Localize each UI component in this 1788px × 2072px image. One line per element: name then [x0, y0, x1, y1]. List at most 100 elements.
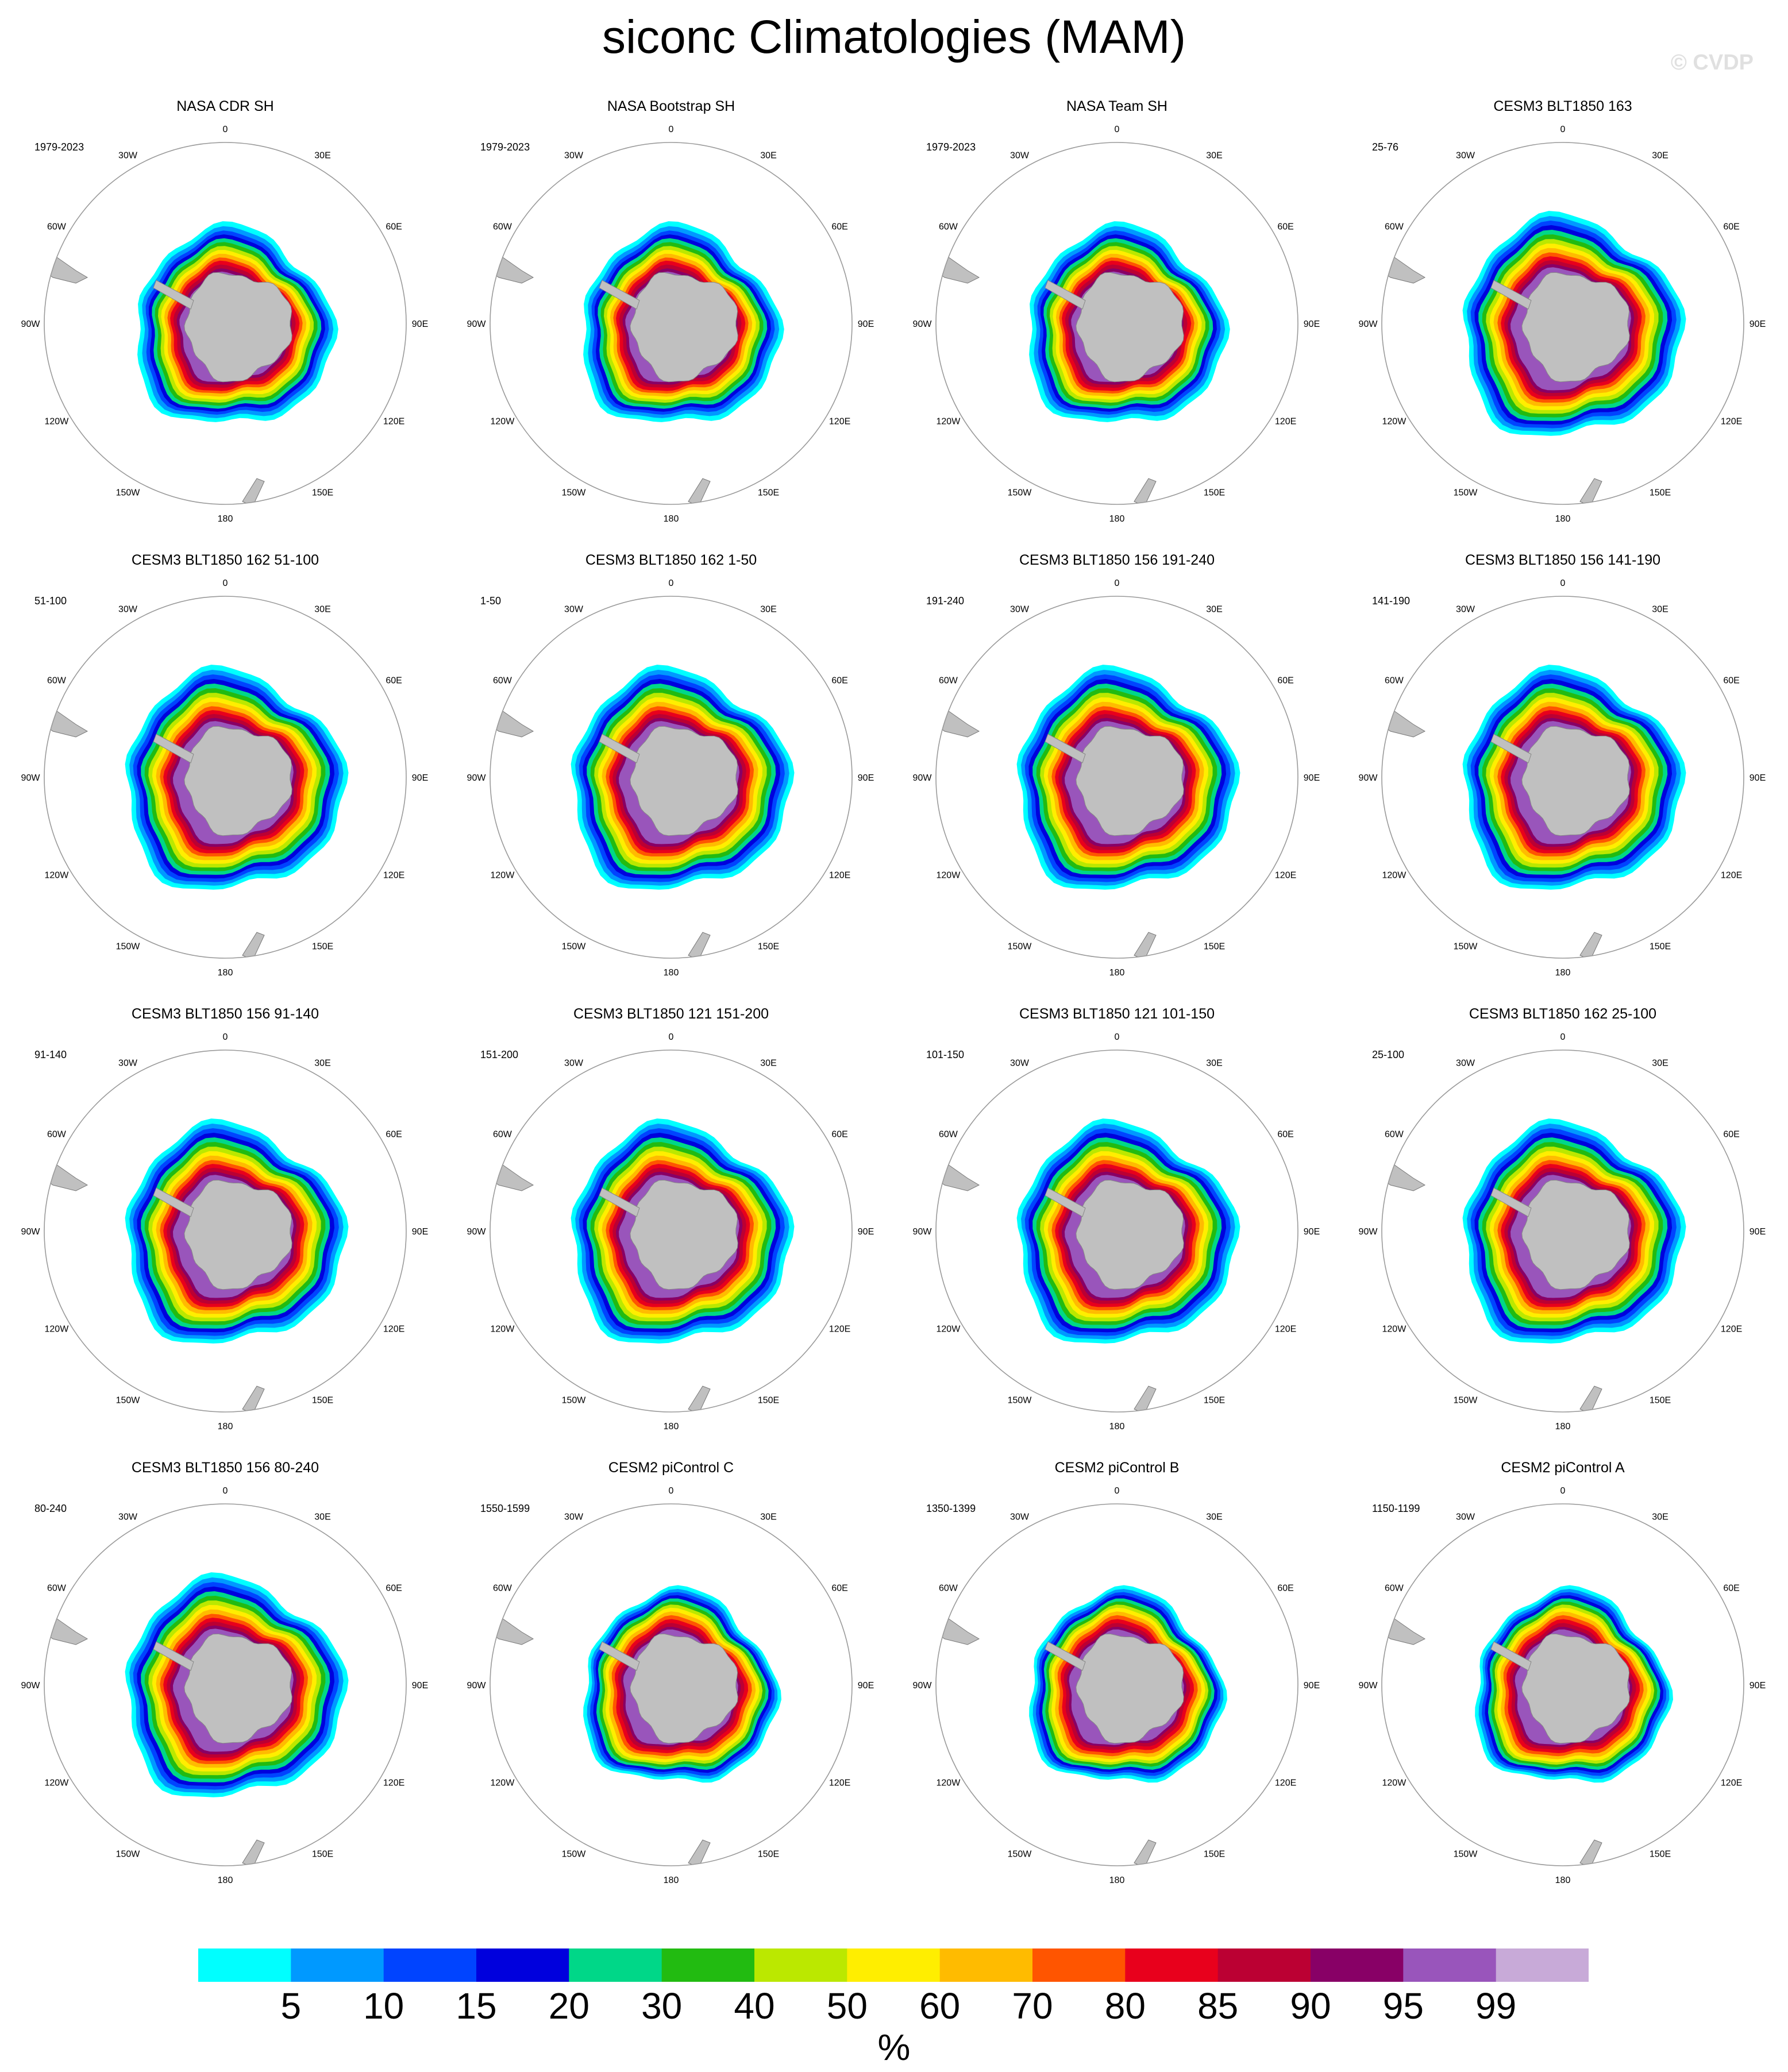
- longitude-label: 60E: [831, 1130, 847, 1140]
- tasmania-landmass: [774, 466, 789, 480]
- longitude-label: 60W: [939, 1130, 958, 1140]
- panel-period: 141-190: [1372, 595, 1411, 607]
- longitude-label: 30W: [564, 604, 584, 614]
- new-zealand-landmass: [1579, 1839, 1602, 1866]
- longitude-label: 60E: [1723, 222, 1739, 232]
- longitude-label: 0: [1115, 1032, 1120, 1042]
- polar-map: 0 30E 60E 90E 120E 150E 180 150W 120W 90W 60W 30W: [467, 125, 874, 524]
- longitude-label: 150E: [1204, 1850, 1225, 1859]
- longitude-label: 90W: [1359, 1681, 1378, 1691]
- panel-period: 1150-1199: [1372, 1503, 1420, 1514]
- longitude-label: 150E: [312, 1850, 333, 1859]
- new-zealand-landmass: [1134, 932, 1157, 958]
- new-zealand-landmass: [688, 478, 711, 504]
- antarctica-landmass: [1076, 1633, 1184, 1744]
- longitude-label: 0: [1560, 578, 1566, 588]
- longitude-label: 0: [669, 1032, 674, 1042]
- tasmania-landmass: [774, 920, 789, 934]
- panel-period: 25-100: [1372, 1049, 1405, 1060]
- antarctic-peninsula: [599, 1187, 640, 1217]
- longitude-label: 90W: [913, 1227, 932, 1237]
- longitude-label: 180: [218, 1422, 233, 1432]
- map-boundary: [490, 596, 853, 959]
- longitude-label: 150E: [312, 1396, 333, 1406]
- panel-period: 80-240: [34, 1503, 67, 1514]
- antarctic-peninsula: [1045, 280, 1086, 310]
- longitude-label: 90W: [21, 1681, 41, 1691]
- tasmania-landmass: [1666, 1374, 1681, 1388]
- colorbar-tick-label: 30: [641, 1985, 683, 2027]
- longitude-label: 60W: [47, 1584, 67, 1593]
- longitude-label: 150W: [562, 488, 587, 498]
- panel-title: CESM3 BLT1850 156 80-240: [131, 1460, 319, 1476]
- panel-title: CESM3 BLT1850 156 91-140: [131, 1006, 319, 1022]
- longitude-label: 60W: [47, 222, 67, 232]
- map-panel: CESM3 BLT1850 162 1-50 1-50 0 30E 60E 90E 120E…: [453, 550, 889, 1004]
- longitude-label: 120W: [491, 1325, 515, 1334]
- colorbar-swatch: [1311, 1948, 1404, 1982]
- map-boundary: [935, 1503, 1298, 1866]
- longitude-label: 120W: [491, 417, 515, 427]
- new-zealand-landmass: [242, 478, 265, 504]
- longitude-label: 180: [1555, 514, 1571, 524]
- panel-title: CESM3 BLT1850 121 101-150: [1019, 1006, 1215, 1022]
- longitude-label: 30W: [1010, 1512, 1030, 1522]
- longitude-label: 150E: [758, 942, 779, 952]
- panel-period: 1979-2023: [926, 141, 976, 153]
- colorbar-swatch: [1496, 1948, 1589, 1982]
- colorbar-tick-label: 70: [1012, 1985, 1053, 2027]
- longitude-label: 90W: [21, 1227, 41, 1237]
- longitude-label: 150W: [1008, 1396, 1032, 1406]
- longitude-label: 150W: [1454, 1396, 1478, 1406]
- longitude-label: 90E: [412, 1681, 428, 1691]
- longitude-label: 30W: [564, 151, 584, 160]
- longitude-label: 0: [1560, 1032, 1566, 1042]
- longitude-label: 0: [223, 1032, 228, 1042]
- longitude-label: 90E: [1750, 773, 1766, 783]
- longitude-label: 180: [218, 1876, 233, 1885]
- map-panel: CESM3 BLT1850 156 141-190 141-190 0 30E 60E 9…: [1344, 550, 1781, 1004]
- tasmania-landmass: [1220, 920, 1235, 934]
- polar-map: 0 30E 60E 90E 120E 150E 180 150W 120W 90W 60W 30W: [1359, 125, 1766, 524]
- longitude-label: 60E: [386, 1584, 402, 1593]
- south-america-landmass: [44, 242, 88, 284]
- longitude-label: 120E: [1275, 1325, 1296, 1334]
- longitude-label: 90E: [858, 1227, 874, 1237]
- tasmania-landmass: [328, 466, 343, 480]
- longitude-label: 90E: [1304, 319, 1320, 329]
- longitude-label: 30W: [1456, 1512, 1475, 1522]
- antarctica-landmass: [1521, 272, 1630, 383]
- longitude-label: 150E: [1204, 488, 1225, 498]
- antarctic-peninsula: [153, 280, 194, 310]
- polar-map: 0 30E 60E 90E 120E 150E 180 150W 120W 90W 60W 30W: [467, 578, 874, 978]
- longitude-label: 30E: [314, 1058, 330, 1068]
- colorbar-tick-label: 80: [1104, 1985, 1146, 2027]
- new-zealand-landmass: [688, 932, 711, 958]
- map-panel: CESM3 BLT1850 162 25-100 25-100 0 30E 60E 90E…: [1344, 1004, 1781, 1458]
- colorbar-tick-label: 50: [826, 1985, 868, 2027]
- polar-map: 0 30E 60E 90E 120E 150E 180 150W 120W 90W 60W 30W: [467, 1486, 874, 1885]
- map-boundary: [935, 142, 1298, 505]
- longitude-label: 120W: [491, 871, 515, 881]
- longitude-label: 150W: [562, 1850, 587, 1859]
- south-america-landmass: [936, 242, 980, 284]
- colorbar-swatch: [939, 1948, 1033, 1982]
- longitude-label: 0: [1115, 1486, 1120, 1496]
- colorbar-swatch: [661, 1948, 755, 1982]
- longitude-label: 0: [669, 578, 674, 588]
- longitude-label: 120E: [829, 1325, 850, 1334]
- longitude-label: 0: [1115, 125, 1120, 134]
- panel-period: 1-50: [480, 595, 502, 607]
- longitude-label: 30E: [314, 1512, 330, 1522]
- panel-period: 1979-2023: [480, 141, 530, 153]
- longitude-label: 0: [1560, 125, 1566, 134]
- longitude-label: 90E: [412, 1227, 428, 1237]
- longitude-label: 0: [669, 125, 674, 134]
- longitude-label: 60W: [493, 1130, 512, 1140]
- polar-map: 0 30E 60E 90E 120E 150E 180 150W 120W 90W 60W 30W: [913, 1032, 1320, 1432]
- colorbar-swatch: [847, 1948, 941, 1982]
- antarctica-landmass: [1521, 726, 1630, 836]
- longitude-label: 30E: [760, 1058, 776, 1068]
- colorbar-swatch: [1217, 1948, 1311, 1982]
- antarctica-landmass: [630, 1633, 738, 1744]
